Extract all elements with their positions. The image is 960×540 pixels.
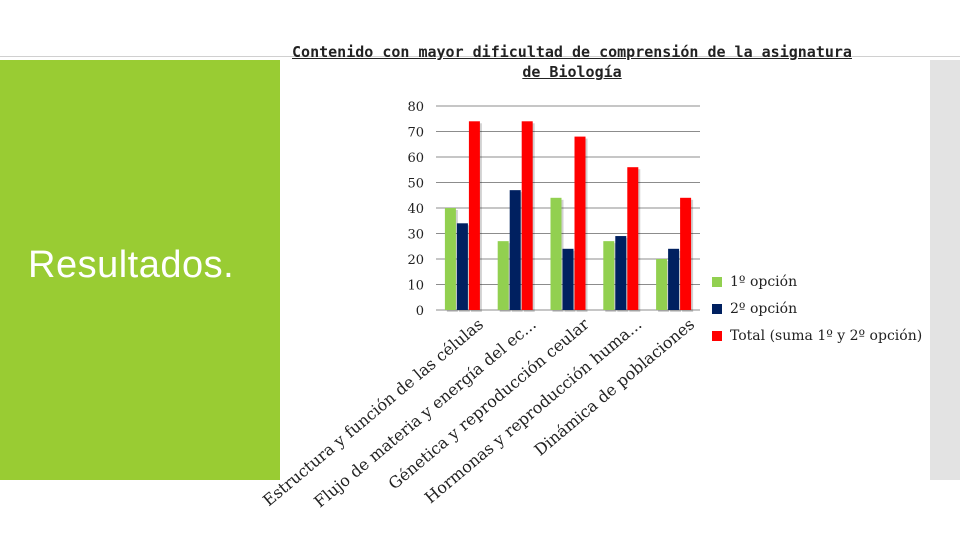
bar — [444, 208, 456, 310]
bar — [521, 121, 533, 310]
chart-legend: 1º opción 2º opción Total (suma 1º y 2º … — [712, 268, 922, 349]
side-panel — [0, 60, 280, 480]
bar — [509, 190, 521, 310]
y-tick-label: 0 — [416, 304, 424, 319]
x-tick-label: Génetica y reproducción ceular — [385, 314, 593, 493]
y-tick-label: 30 — [407, 228, 424, 243]
bar — [456, 223, 468, 310]
y-tick-label: 50 — [407, 177, 424, 192]
bar — [574, 136, 586, 310]
scroll-track[interactable] — [930, 60, 960, 480]
y-tick-label: 60 — [407, 151, 424, 166]
bar — [562, 248, 574, 310]
bar — [615, 236, 627, 310]
bar — [497, 241, 509, 310]
y-tick-label: 80 — [407, 100, 424, 115]
y-tick-label: 20 — [407, 253, 424, 268]
bar — [468, 121, 480, 310]
y-tick-label: 10 — [407, 279, 424, 294]
legend-label-3: Total (suma 1º y 2º opción) — [730, 327, 923, 344]
y-tick-label: 70 — [407, 126, 424, 141]
legend-swatch-2 — [712, 303, 722, 314]
top-divider — [0, 56, 960, 57]
legend-item: 1º opción — [712, 268, 922, 295]
chart-title: Contenido con mayor dificultad de compre… — [292, 43, 852, 81]
legend-label-1: 1º opción — [730, 273, 798, 290]
bar — [680, 197, 692, 310]
bar — [668, 248, 680, 310]
legend-label-2: 2º opción — [730, 300, 798, 317]
bar — [627, 167, 639, 310]
legend-swatch-1 — [712, 276, 722, 287]
bar — [656, 259, 668, 310]
bar — [550, 197, 562, 310]
legend-item: Total (suma 1º y 2º opción) — [712, 322, 922, 349]
slide-title: Resultados. — [28, 244, 235, 286]
x-tick-label: Flujo de materia y energía del ec... — [310, 315, 539, 512]
y-tick-label: 40 — [407, 202, 424, 217]
legend-swatch-3 — [712, 330, 722, 341]
legend-item: 2º opción — [712, 295, 922, 322]
bar — [603, 241, 615, 310]
